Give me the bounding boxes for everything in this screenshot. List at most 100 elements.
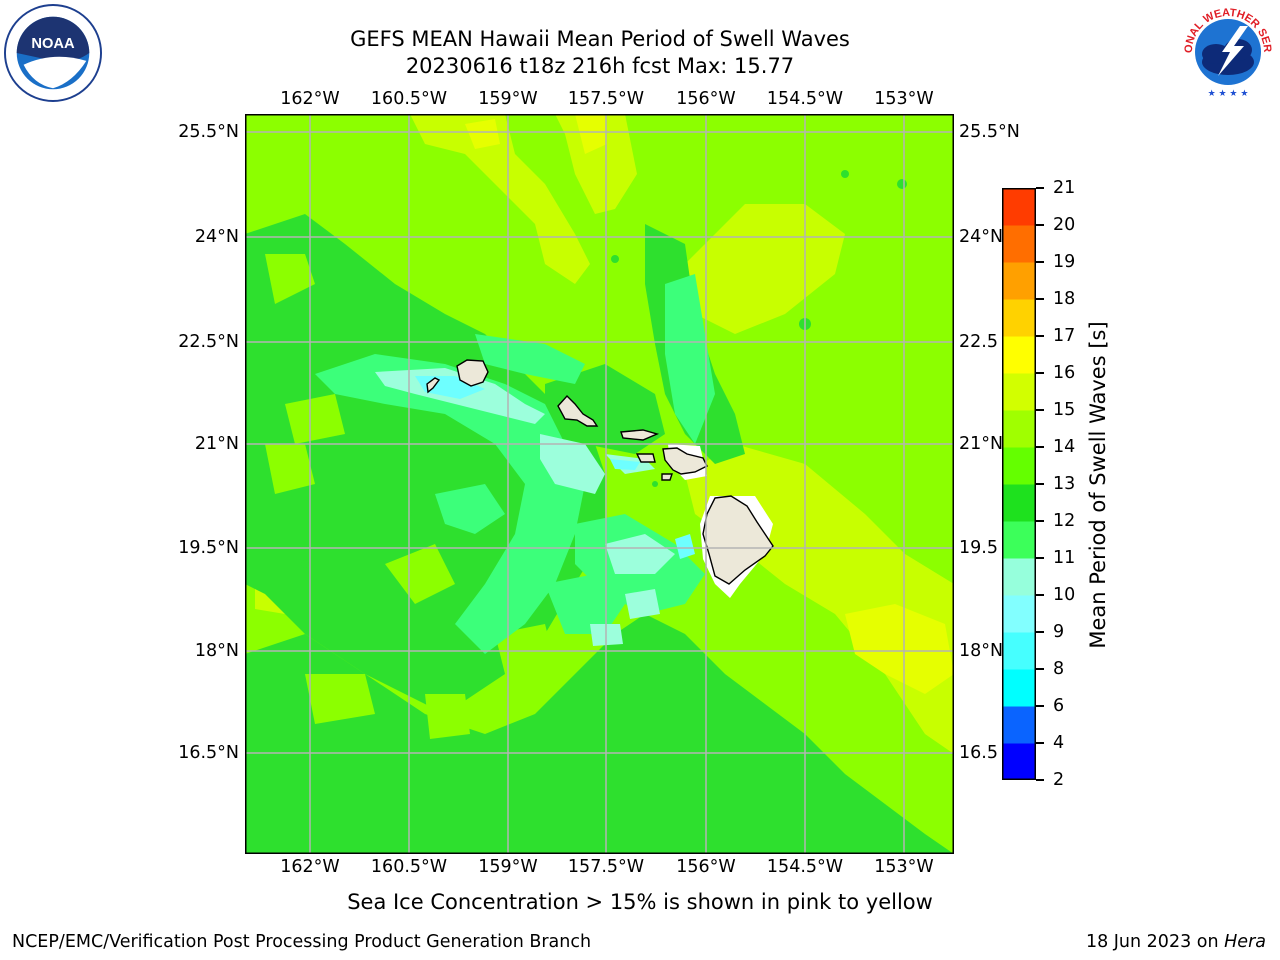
lat-tick-right: 16.5 <box>959 743 998 763</box>
nws-logo: NATIONAL WEATHER SERVICE ★ ★ ★ ★ <box>1178 2 1276 100</box>
island-molokai <box>620 429 660 441</box>
lat-tick-left: 25.5°N <box>178 122 239 142</box>
lon-tick-bottom: 162°W <box>280 857 340 877</box>
colorbar-bin <box>1002 262 1036 300</box>
lat-tick-left: 22.5°N <box>178 332 239 352</box>
hawaiian-islands <box>426 359 774 585</box>
colorbar-bin <box>1002 669 1036 707</box>
swell-period-map <box>245 114 954 854</box>
colorbar-tick <box>1036 631 1044 633</box>
lon-tick-top: 160.5°W <box>370 89 448 109</box>
lat-lon-grid <box>245 114 954 854</box>
lon-tick-top: 159°W <box>478 89 538 109</box>
lat-tick-right: 25.5°N <box>959 122 1020 142</box>
field-12-13-patches <box>265 254 555 739</box>
colorbar-tick <box>1036 779 1044 781</box>
lon-tick-top: 157.5°W <box>567 89 645 109</box>
lat-tick-right: 22.5 <box>959 332 998 352</box>
footer-credit: NCEP/EMC/Verification Post Processing Pr… <box>12 932 592 952</box>
lon-tick-top: 162°W <box>280 89 340 109</box>
colorbar-tick <box>1036 409 1044 411</box>
colorbar-bin <box>1002 706 1036 744</box>
lat-tick-right: 19.5 <box>959 538 998 558</box>
island-lanai <box>635 453 656 463</box>
colorbar <box>1002 188 1036 780</box>
colorbar-level-label: 6 <box>1053 696 1065 716</box>
colorbar-bin <box>1002 632 1036 670</box>
lat-tick-left: 24°N <box>194 227 239 247</box>
colorbar-tick <box>1036 372 1044 374</box>
map-title: GEFS MEAN Hawaii Mean Period of Swell Wa… <box>350 27 850 51</box>
island-maui <box>662 447 708 475</box>
colorbar-title: Mean Period of Swell Waves [s] <box>1086 321 1110 649</box>
colorbar-tick <box>1036 705 1044 707</box>
island-niihau <box>426 377 441 394</box>
colorbar-level-label: 2 <box>1053 770 1065 790</box>
colorbar-tick <box>1036 261 1044 263</box>
island-kahoolawe <box>661 473 673 481</box>
colorbar-tick <box>1036 668 1044 670</box>
lon-tick-top: 153°W <box>874 89 934 109</box>
colorbar-level-label: 13 <box>1053 474 1076 494</box>
colorbar-bin <box>1002 410 1036 448</box>
colorbar-bin <box>1002 225 1036 263</box>
colorbar-level-label: 8 <box>1053 659 1065 679</box>
colorbar-bin <box>1002 595 1036 633</box>
colorbar-level-label: 21 <box>1053 178 1076 198</box>
lon-tick-bottom: 156°W <box>676 857 736 877</box>
noaa-logo-text: NOAA <box>31 36 75 52</box>
lat-tick-left: 18°N <box>194 641 239 661</box>
colorbar-tick <box>1036 483 1044 485</box>
colorbar-bin <box>1002 447 1036 485</box>
lon-tick-bottom: 160.5°W <box>370 857 448 877</box>
colorbar-level-label: 15 <box>1053 400 1076 420</box>
colorbar-level-label: 17 <box>1053 326 1076 346</box>
colorbar-bin <box>1002 743 1036 780</box>
colorbar-level-label: 18 <box>1053 289 1076 309</box>
colorbar-level-label: 16 <box>1053 363 1076 383</box>
field-specks <box>301 170 907 758</box>
lat-tick-right: 18°N <box>959 641 1004 661</box>
lat-tick-right: 21°N <box>959 434 1004 454</box>
colorbar-bin <box>1002 373 1036 411</box>
colorbar-tick <box>1036 187 1044 189</box>
colorbar-level-label: 19 <box>1053 252 1076 272</box>
svg-text:★ ★ ★ ★: ★ ★ ★ ★ <box>1208 89 1249 99</box>
colorbar-tick <box>1036 742 1044 744</box>
lon-tick-bottom: 154.5°W <box>766 857 844 877</box>
footer-host: Hera <box>1224 932 1266 952</box>
colorbar-level-label: 12 <box>1053 511 1076 531</box>
map-border <box>245 114 954 854</box>
field-14-15 <box>465 114 954 694</box>
footer-date: 18 Jun 2023 on Hera <box>1086 932 1266 952</box>
colorbar-bin <box>1002 484 1036 522</box>
lat-tick-left: 19.5°N <box>178 538 239 558</box>
sea-ice-note: Sea Ice Concentration > 15% is shown in … <box>347 890 933 914</box>
lon-tick-bottom: 159°W <box>478 857 538 877</box>
colorbar-frame <box>1002 188 1036 780</box>
colorbar-level-label: 9 <box>1053 622 1065 642</box>
colorbar-level-label: 10 <box>1053 585 1076 605</box>
colorbar-level-label: 4 <box>1053 733 1065 753</box>
lon-tick-bottom: 157.5°W <box>567 857 645 877</box>
colorbar-bin <box>1002 521 1036 559</box>
noaa-logo: NOAA <box>4 4 102 102</box>
colorbar-bin <box>1002 558 1036 596</box>
lat-tick-left: 21°N <box>194 434 239 454</box>
island-oahu <box>557 394 599 427</box>
island-hawaii <box>702 495 774 585</box>
lon-tick-bottom: 153°W <box>874 857 934 877</box>
colorbar-tick <box>1036 335 1044 337</box>
colorbar-bin <box>1002 299 1036 337</box>
colorbar-tick <box>1036 224 1044 226</box>
lon-tick-top: 154.5°W <box>766 89 844 109</box>
colorbar-tick <box>1036 557 1044 559</box>
lat-tick-right: 24°N <box>959 227 1004 247</box>
colorbar-level-label: 11 <box>1053 548 1076 568</box>
footer-date-text: 18 Jun 2023 on <box>1085 932 1225 952</box>
colorbar-bin <box>1002 188 1036 226</box>
lon-tick-top: 156°W <box>676 89 736 109</box>
colorbar-level-label: 20 <box>1053 215 1076 235</box>
colorbar-tick <box>1036 446 1044 448</box>
island-kauai <box>456 359 489 387</box>
